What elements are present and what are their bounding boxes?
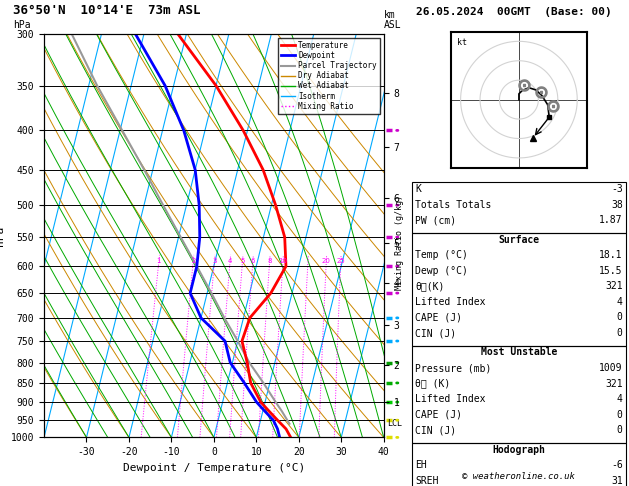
Text: Lifted Index: Lifted Index [415, 394, 486, 404]
Text: CIN (J): CIN (J) [415, 328, 456, 338]
Text: 2: 2 [191, 258, 196, 263]
Text: 5: 5 [240, 258, 245, 263]
Text: Lifted Index: Lifted Index [415, 297, 486, 307]
Text: EH: EH [415, 460, 427, 470]
Text: Pressure (mb): Pressure (mb) [415, 363, 491, 373]
Text: Hodograph: Hodograph [493, 445, 545, 455]
X-axis label: Dewpoint / Temperature (°C): Dewpoint / Temperature (°C) [123, 463, 305, 473]
Text: 20: 20 [322, 258, 331, 263]
Text: CAPE (J): CAPE (J) [415, 410, 462, 420]
Text: 6: 6 [251, 258, 255, 263]
Text: -3: -3 [611, 184, 623, 194]
Text: Most Unstable: Most Unstable [481, 347, 557, 358]
Text: 0: 0 [617, 328, 623, 338]
Text: 18.1: 18.1 [599, 250, 623, 260]
Text: 38: 38 [611, 200, 623, 210]
Y-axis label: hPa: hPa [0, 226, 5, 246]
Text: 0: 0 [617, 410, 623, 420]
Text: © weatheronline.co.uk: © weatheronline.co.uk [462, 472, 576, 481]
Text: 4: 4 [228, 258, 232, 263]
Text: 26.05.2024  00GMT  (Base: 00): 26.05.2024 00GMT (Base: 00) [416, 7, 612, 17]
Text: 10: 10 [279, 258, 287, 263]
Text: 1009: 1009 [599, 363, 623, 373]
Text: CIN (J): CIN (J) [415, 425, 456, 435]
Text: 4: 4 [617, 394, 623, 404]
Text: hPa: hPa [13, 20, 31, 30]
Text: Temp (°C): Temp (°C) [415, 250, 468, 260]
Text: 0: 0 [617, 425, 623, 435]
Text: K: K [415, 184, 421, 194]
Text: SREH: SREH [415, 476, 438, 486]
Text: 3: 3 [212, 258, 217, 263]
Legend: Temperature, Dewpoint, Parcel Trajectory, Dry Adiabat, Wet Adiabat, Isotherm, Mi: Temperature, Dewpoint, Parcel Trajectory… [278, 38, 380, 114]
Text: kt: kt [457, 38, 467, 47]
Text: Dewp (°C): Dewp (°C) [415, 266, 468, 276]
Text: km
ASL: km ASL [384, 10, 401, 30]
Text: 36°50'N  10°14'E  73m ASL: 36°50'N 10°14'E 73m ASL [13, 4, 200, 17]
Text: CAPE (J): CAPE (J) [415, 312, 462, 323]
Text: θᴄ(K): θᴄ(K) [415, 281, 445, 292]
Text: 25: 25 [337, 258, 345, 263]
Text: 1.87: 1.87 [599, 215, 623, 226]
Text: LCL: LCL [387, 419, 402, 428]
Text: -6: -6 [611, 460, 623, 470]
Text: θᴄ (K): θᴄ (K) [415, 379, 450, 389]
Text: 1: 1 [157, 258, 161, 263]
Text: 0: 0 [617, 312, 623, 323]
Text: 31: 31 [611, 476, 623, 486]
Text: 15.5: 15.5 [599, 266, 623, 276]
Text: PW (cm): PW (cm) [415, 215, 456, 226]
Text: 321: 321 [605, 281, 623, 292]
Text: Totals Totals: Totals Totals [415, 200, 491, 210]
Text: Mixing Ratio (g/kg): Mixing Ratio (g/kg) [395, 195, 404, 291]
Text: 8: 8 [267, 258, 272, 263]
Text: 4: 4 [617, 297, 623, 307]
Text: 321: 321 [605, 379, 623, 389]
Text: Surface: Surface [498, 235, 540, 245]
